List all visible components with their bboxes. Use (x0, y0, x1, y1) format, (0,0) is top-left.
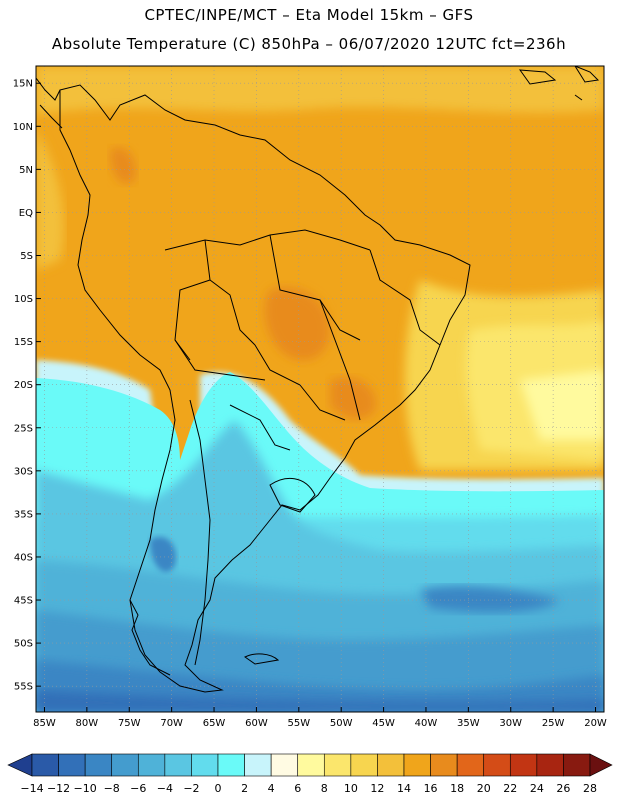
colorbar-label: 6 (294, 782, 301, 795)
colorbar-swatch (483, 753, 511, 777)
colorbar-label: 20 (477, 782, 491, 795)
colorbar-swatch (377, 753, 405, 777)
colorbar-label: −4 (157, 782, 173, 795)
colorbar-swatch (164, 753, 192, 777)
lon-tick-label: 25W (542, 718, 565, 729)
colorbar-swatch (191, 753, 219, 777)
lat-tick-label: 30S (14, 466, 33, 477)
colorbar-swatch (84, 753, 113, 777)
colorbar-label: 16 (424, 782, 438, 795)
colorbar-swatch (536, 753, 564, 777)
lat-tick-label: 45S (14, 596, 33, 607)
lat-tick-label: 10N (13, 122, 33, 133)
colorbar-label: 24 (530, 782, 544, 795)
lat-tick-label: 55S (14, 682, 33, 693)
colorbar-label: 14 (397, 782, 411, 795)
lon-tick-label: 80W (76, 718, 99, 729)
lat-tick-label: 5S (20, 251, 33, 262)
colorbar-swatch (323, 753, 352, 777)
lon-tick-label: 55W (287, 718, 310, 729)
lat-tick-label: 25S (14, 423, 33, 434)
colorbar-swatch (270, 753, 299, 777)
colorbar-swatch (244, 753, 272, 777)
lon-tick-label: 40W (415, 718, 438, 729)
lon-tick-label: 70W (160, 718, 183, 729)
lat-tick-label: 15S (14, 337, 33, 348)
colorbar-legend: −14 −12 −10 −8 −6 −4 −2 0 2 4 6 8 10 12 14 16 18 20 22 24 26… (7, 753, 613, 795)
lon-tick-label: 20W (584, 718, 607, 729)
colorbar-label: 2 (241, 782, 248, 795)
colorbar-label: 22 (503, 782, 517, 795)
lat-tick-label: 20S (14, 380, 33, 391)
colorbar-label: 12 (370, 782, 384, 795)
colorbar-swatch (350, 753, 378, 777)
lon-tick-label: 65W (203, 718, 226, 729)
colorbar-label: −14 (20, 782, 43, 795)
lat-tick-label: 50S (14, 639, 33, 650)
colorbar-max-arrow (589, 753, 613, 777)
colorbar-label: −10 (74, 782, 97, 795)
colorbar-swatches (7, 753, 613, 777)
colorbar-labels: −14 −12 −10 −8 −6 −4 −2 0 2 4 6 8 10 12 14 16 18 20 22 24 26… (20, 782, 597, 795)
colorbar-min-arrow (7, 753, 33, 777)
lat-lon-grid (36, 66, 604, 712)
colorbar-swatch (430, 753, 458, 777)
lon-tick-label: 35W (457, 718, 480, 729)
temperature-field (36, 66, 604, 712)
colorbar-swatch (58, 753, 86, 777)
coastline-and-borders (36, 66, 600, 693)
lon-tick-label: 50W (330, 718, 353, 729)
lat-tick-label: 35S (14, 509, 33, 520)
header-title-line2: Absolute Temperature (C) 850hPa – 06/07/… (51, 35, 567, 53)
lat-tick-label: 5N (19, 165, 33, 176)
colorbar-swatch (31, 753, 59, 777)
colorbar-swatch (456, 753, 485, 777)
colorbar-label: 18 (450, 782, 464, 795)
colorbar-label: 10 (344, 782, 358, 795)
colorbar-label: −2 (183, 782, 199, 795)
lon-tick-label: 45W (372, 718, 395, 729)
longitude-tick-labels: 85W 80W 75W 70W 65W 60W 55W 50W 45W 40W 35W 30W 25W 2… (33, 707, 607, 729)
lon-tick-label: 75W (118, 718, 141, 729)
colorbar-swatch (563, 753, 591, 777)
colorbar-label: 4 (268, 782, 275, 795)
lon-tick-label: 60W (245, 718, 268, 729)
lon-tick-label: 30W (499, 718, 522, 729)
lon-tick-label: 85W (33, 718, 56, 729)
colorbar-label: 28 (583, 782, 597, 795)
colorbar-label: 0 (215, 782, 222, 795)
header-title-line1: CPTEC/INPE/MCT – Eta Model 15km – GFS (144, 6, 474, 24)
temperature-map: 15N 10N 5N EQ 5S 10S 15S 20S 25S 30S 35S 40S 45S 50S 5… (13, 65, 607, 729)
colorbar-swatch (297, 753, 325, 777)
lat-tick-label: 10S (14, 294, 33, 305)
colorbar-swatch (137, 753, 166, 777)
lat-tick-label: 40S (14, 552, 33, 563)
colorbar-swatch (217, 753, 245, 777)
lat-tick-label: 15N (13, 79, 33, 90)
map-frame (35, 65, 605, 713)
latitude-tick-labels: 15N 10N 5N EQ 5S 10S 15S 20S 25S 30S 35S 40S 45S 50S 5… (13, 79, 41, 693)
colorbar-swatch (403, 753, 431, 777)
colorbar-label: 8 (321, 782, 328, 795)
colorbar-label: −6 (130, 782, 146, 795)
colorbar-label: 26 (556, 782, 570, 795)
colorbar-label: −12 (47, 782, 70, 795)
lat-tick-label: EQ (19, 208, 33, 219)
colorbar-swatch (509, 753, 538, 777)
colorbar-swatch (111, 753, 139, 777)
colorbar-label: −8 (104, 782, 120, 795)
